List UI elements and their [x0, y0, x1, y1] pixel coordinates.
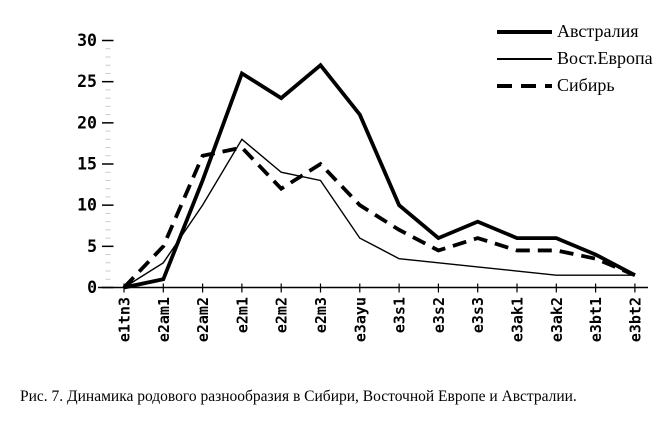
y-tick-label: 20: [77, 113, 97, 132]
x-tick-label: e3s3: [469, 297, 487, 333]
x-tick-label: e2m2: [273, 297, 291, 333]
legend-label: Сибирь: [557, 75, 615, 95]
legend-item-east-europe: Вост.Европа: [497, 49, 653, 68]
legend-label: Австралия: [557, 21, 639, 41]
y-tick-label: 15: [77, 155, 97, 174]
x-tick-label: e2m1: [233, 297, 251, 333]
x-tick-label: e3ayu: [351, 297, 369, 342]
figure-caption: Рис. 7. Динамика родового разнообразия в…: [20, 388, 577, 405]
series-line-thick-dashed: [122, 145, 636, 289]
y-tick-label: 25: [77, 72, 97, 91]
y-tick-label: 30: [77, 31, 97, 50]
x-tick-label: e2am1: [155, 297, 173, 342]
y-tick-label: 0: [87, 278, 97, 297]
line-chart: e1tn3 e2am1 e2am2 e2m1 e2m2 e2m3 e3ayu e3s1 e3s2…: [77, 31, 648, 342]
x-tick-label: e2m3: [312, 297, 330, 333]
x-tick-label: e3s1: [391, 297, 409, 333]
x-tick-label: e3ak1: [509, 297, 527, 342]
legend-line-thick-dashed: [497, 83, 552, 88]
legend-line-thin-solid: [497, 57, 552, 60]
legend-item-australia: Австралия: [497, 22, 653, 41]
legend-line-thick-solid: [497, 29, 552, 34]
series-line-thin-solid: [123, 138, 635, 289]
legend-item-siberia: Сибирь: [497, 76, 653, 95]
x-tick-label: e2am2: [194, 297, 212, 342]
y-tick-label: 10: [77, 196, 97, 215]
y-tick-label: 5: [87, 237, 97, 256]
legend-label: Вост.Европа: [557, 48, 653, 68]
x-tick-label: e3bt2: [626, 297, 644, 342]
x-tick-label: e1tn3: [116, 297, 134, 342]
x-tick-label: e3ak2: [548, 297, 566, 342]
chart-legend: Австралия Вост.Европа Сибирь: [497, 22, 653, 95]
series-line-thick-solid: [123, 62, 636, 290]
x-tick-label: e3bt1: [587, 297, 605, 342]
x-tick-label: e3s2: [430, 297, 448, 333]
